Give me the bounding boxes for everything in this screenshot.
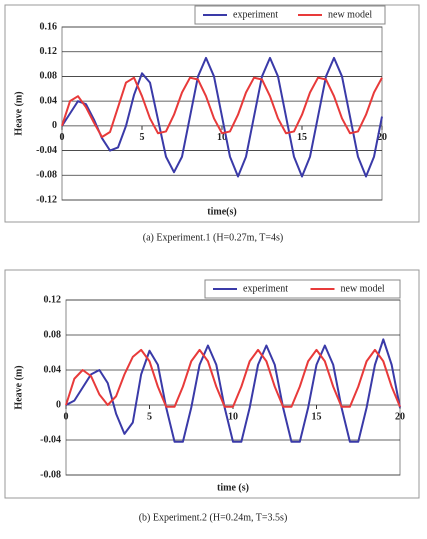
y-tick-label: -0.04 <box>36 145 57 156</box>
y-tick-label: -0.12 <box>36 194 57 205</box>
legend-label: experiment <box>243 283 288 294</box>
x-tick-label: 5 <box>140 132 145 143</box>
y-tick-label: 0.04 <box>44 364 62 375</box>
y-tick-label: 0.08 <box>44 329 62 340</box>
y-axis-label: Heave (m) <box>13 91 24 135</box>
x-tick-label: 10 <box>228 411 238 422</box>
frame <box>4 4 420 223</box>
x-tick-label: 0 <box>64 411 69 422</box>
series-line <box>61 56 383 178</box>
series-line <box>61 76 383 138</box>
x-axis-label: time(s) <box>207 206 236 217</box>
series-line <box>65 338 401 443</box>
legend-box <box>194 5 386 25</box>
caption: (a) Experiment.1 (H=0.27m, T=4s) <box>143 232 284 243</box>
x-axis-label: time (s) <box>217 482 249 493</box>
x-tick-label: 10 <box>217 132 227 143</box>
y-tick-label: 0.12 <box>44 294 62 305</box>
legend-label: new model <box>328 9 372 20</box>
series-line <box>65 348 401 408</box>
x-tick-label: 20 <box>377 132 387 143</box>
legend-label: new model <box>341 283 385 294</box>
y-tick-label: -0.04 <box>40 434 61 445</box>
plot-area <box>65 299 401 476</box>
y-axis-label: Heave (m) <box>13 365 24 409</box>
y-tick-label: 0 <box>56 399 61 410</box>
x-tick-label: 0 <box>60 132 65 143</box>
x-tick-label: 15 <box>297 132 307 143</box>
y-tick-label: 0.04 <box>40 95 58 106</box>
frame <box>4 269 420 499</box>
y-tick-label: 0.12 <box>40 46 58 57</box>
y-tick-label: 0.16 <box>40 21 58 32</box>
y-tick-label: -0.08 <box>36 170 57 181</box>
x-tick-label: 15 <box>312 411 322 422</box>
y-tick-label: 0.08 <box>40 71 58 82</box>
y-tick-label: 0 <box>52 120 57 131</box>
caption: (b) Experiment.2 (H=0.24m, T=3.5s) <box>139 512 288 523</box>
y-tick-label: -0.08 <box>40 469 61 480</box>
x-tick-label: 5 <box>147 411 152 422</box>
legend-label: experiment <box>233 9 278 20</box>
legend-box <box>204 279 401 299</box>
x-tick-label: 20 <box>395 411 405 422</box>
